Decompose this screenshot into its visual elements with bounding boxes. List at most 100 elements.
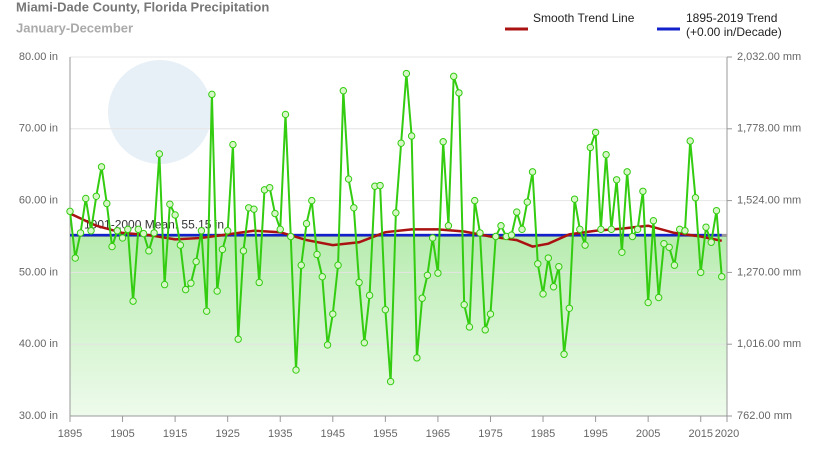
data-point xyxy=(308,196,316,205)
chart-title: Miami-Dade County, Florida Precipitation xyxy=(16,0,269,14)
data-point xyxy=(376,181,384,190)
data-point xyxy=(250,205,258,213)
data-point xyxy=(66,207,74,216)
data-point xyxy=(707,238,715,246)
x-tick-label: 2015 xyxy=(688,428,712,440)
data-point xyxy=(449,72,458,81)
x-tick-label: 1905 xyxy=(110,428,134,440)
data-point xyxy=(208,90,216,99)
data-point xyxy=(266,183,274,192)
data-point xyxy=(591,128,600,137)
x-tick-label: 1935 xyxy=(268,428,292,440)
data-point xyxy=(82,194,90,203)
data-point xyxy=(386,377,395,386)
data-point xyxy=(313,250,321,259)
data-point xyxy=(223,227,232,235)
data-point xyxy=(649,217,658,225)
data-point xyxy=(276,225,284,234)
data-point xyxy=(623,168,631,176)
data-point xyxy=(108,242,116,251)
data-point xyxy=(539,290,547,298)
y-tick-label: 30.00 in xyxy=(19,410,58,422)
data-point xyxy=(187,279,195,287)
y-tick-label: 40.00 in xyxy=(19,338,58,350)
data-point xyxy=(497,222,505,230)
y2-tick-label: 1,778.00 mm xyxy=(737,123,801,135)
data-point xyxy=(381,306,390,314)
y2-tick-label: 2,032.00 mm xyxy=(737,51,801,63)
data-point xyxy=(71,254,79,262)
data-point xyxy=(297,261,305,269)
data-point xyxy=(697,268,705,277)
data-point xyxy=(534,260,542,268)
data-point xyxy=(612,176,621,184)
data-point xyxy=(365,291,374,300)
y2-tick-label: 1,016.00 mm xyxy=(737,338,801,350)
data-point xyxy=(407,132,416,140)
logo-watermark xyxy=(108,60,212,164)
data-point xyxy=(155,150,164,158)
data-point xyxy=(92,192,100,200)
data-point xyxy=(218,245,227,254)
x-tick-label: 1925 xyxy=(215,428,239,440)
data-point xyxy=(471,196,479,205)
data-point xyxy=(633,225,642,234)
data-point xyxy=(397,139,405,147)
data-point xyxy=(171,211,179,219)
data-point xyxy=(691,194,700,202)
data-point xyxy=(181,285,190,294)
data-point xyxy=(97,163,106,171)
data-point xyxy=(428,234,437,242)
data-point xyxy=(576,225,584,234)
y-tick-label: 80.00 in xyxy=(19,51,58,63)
data-point xyxy=(492,232,500,241)
chart-subtitle: January-December xyxy=(16,20,133,35)
data-point xyxy=(602,150,610,159)
data-point xyxy=(528,168,537,176)
x-tick-label: 2020 xyxy=(715,428,739,440)
data-point xyxy=(355,278,363,287)
x-tick-label: 1965 xyxy=(426,428,450,440)
data-point xyxy=(555,262,563,271)
data-point xyxy=(628,232,637,241)
data-point xyxy=(686,137,694,145)
data-point xyxy=(644,298,652,307)
legend-entry: 1895-2019 Trend (+0.00 in/Decade) xyxy=(686,11,782,39)
x-tick-label: 1945 xyxy=(321,428,345,440)
data-point xyxy=(234,335,242,343)
x-tick-label: 1975 xyxy=(478,428,502,440)
data-point xyxy=(654,293,663,302)
data-point xyxy=(213,287,221,295)
data-point xyxy=(197,227,206,235)
data-point xyxy=(702,223,710,231)
data-point xyxy=(523,198,531,206)
data-point xyxy=(565,304,574,312)
data-point xyxy=(597,225,605,234)
data-point xyxy=(518,225,526,234)
data-point xyxy=(418,294,426,302)
data-point xyxy=(560,350,568,358)
below-mean-fill xyxy=(70,235,727,416)
data-point xyxy=(271,209,279,218)
data-point xyxy=(255,278,263,287)
x-tick-label: 1995 xyxy=(583,428,607,440)
data-point xyxy=(192,257,200,266)
data-point xyxy=(318,273,326,281)
y-tick-label: 60.00 in xyxy=(19,195,58,207)
data-point xyxy=(618,248,626,256)
data-point xyxy=(581,241,589,249)
data-point xyxy=(292,366,300,374)
data-point xyxy=(681,227,689,235)
data-point xyxy=(281,110,290,119)
data-point xyxy=(423,271,432,279)
x-tick-label: 2005 xyxy=(636,428,660,440)
data-point xyxy=(455,89,463,97)
data-point xyxy=(402,69,411,78)
data-point xyxy=(586,143,595,152)
data-point xyxy=(549,283,558,291)
data-point xyxy=(229,140,237,149)
data-point xyxy=(360,339,369,347)
data-point xyxy=(570,195,579,203)
data-point xyxy=(160,280,169,289)
